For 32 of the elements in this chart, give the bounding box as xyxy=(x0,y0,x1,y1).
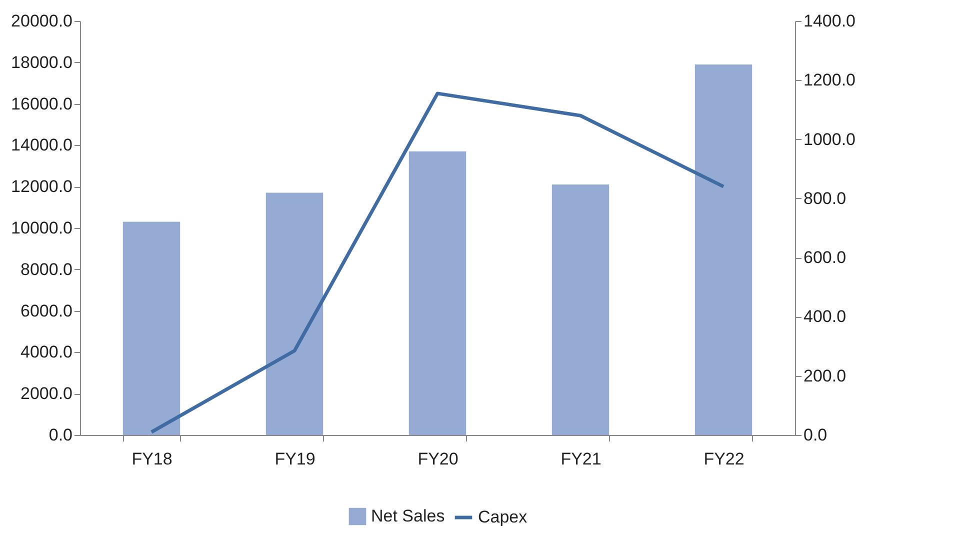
bar xyxy=(552,184,610,435)
bar xyxy=(408,151,466,435)
y-tick-label: 18000.0 xyxy=(11,52,72,72)
y2-tick-label: 800.0 xyxy=(804,188,846,208)
y2-tick-label: 1000.0 xyxy=(804,130,856,149)
y-tick-label: 4000.0 xyxy=(20,342,72,362)
x-tick-label: FY21 xyxy=(560,450,602,468)
y-tick-label: 6000.0 xyxy=(20,301,72,320)
y2-tick-label: 400.0 xyxy=(804,307,846,326)
y2-tick-label: 1200.0 xyxy=(804,70,856,90)
y-tick-label: 14000.0 xyxy=(11,136,72,155)
bar xyxy=(266,192,324,435)
y-tick-label: 2000.0 xyxy=(20,384,72,404)
line-series xyxy=(150,92,726,434)
x-tick-label: FY18 xyxy=(132,450,172,468)
y-tick-label: 8000.0 xyxy=(20,260,72,279)
y-tick-label: 20000.0 xyxy=(11,12,72,30)
bar xyxy=(694,64,752,435)
y-tick-label: 0.0 xyxy=(48,426,72,444)
x-tick-label: FY20 xyxy=(418,450,458,468)
y2-tick-label: 0.0 xyxy=(804,426,828,444)
y-tick-label: 12000.0 xyxy=(11,177,72,196)
legend-label: Capex xyxy=(478,508,528,526)
legend-label: Net Sales xyxy=(371,506,445,526)
x-tick-label: FY22 xyxy=(704,450,744,468)
x-tick-label: FY19 xyxy=(274,450,316,468)
y-tick-label: 10000.0 xyxy=(11,218,72,238)
y-tick-label: 16000.0 xyxy=(11,94,72,114)
y2-tick-label: 200.0 xyxy=(804,366,846,386)
y2-tick-label: 1400.0 xyxy=(804,12,856,30)
bar xyxy=(122,222,180,435)
y2-tick-label: 600.0 xyxy=(804,248,846,268)
